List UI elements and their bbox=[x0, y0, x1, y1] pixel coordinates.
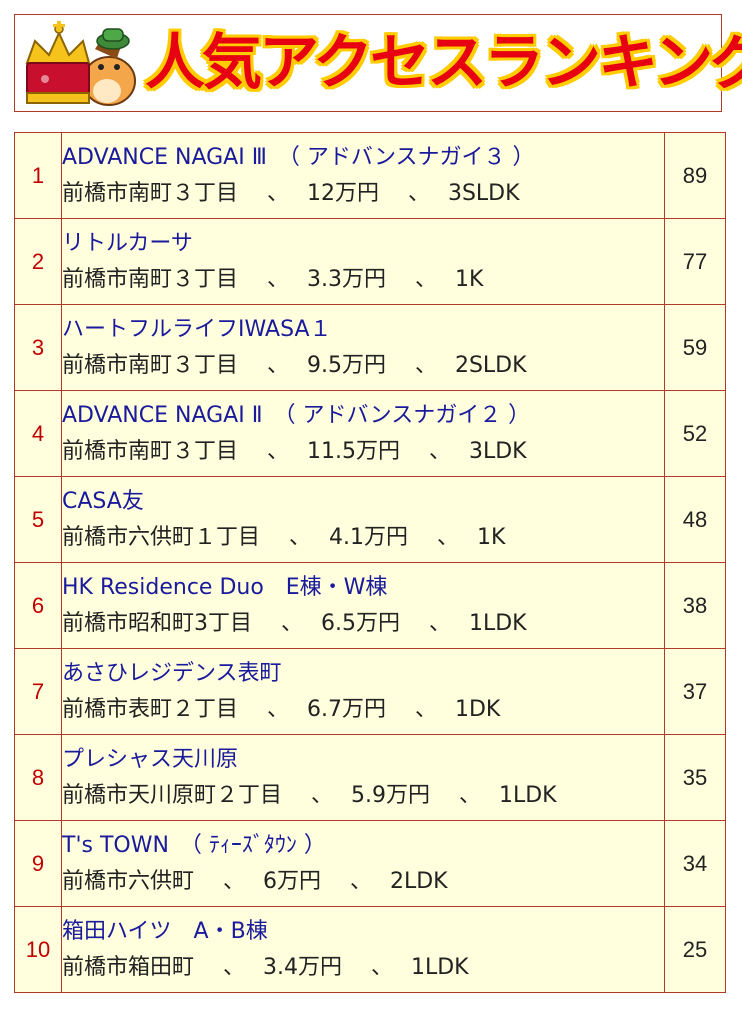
access-count: 48 bbox=[664, 476, 726, 563]
access-count: 35 bbox=[664, 734, 726, 821]
access-count: 59 bbox=[664, 304, 726, 391]
property-info-cell: CASA友前橋市六供町１丁目 、 4.1万円 、 1K bbox=[61, 476, 665, 563]
property-name-link[interactable]: リトルカーサ bbox=[62, 230, 193, 256]
ranking-row: 2 リトルカーサ 前橋市南町３丁目 、 3.3万円 、 1K 77 bbox=[14, 218, 726, 305]
crowned-horse-mascot-icon bbox=[25, 21, 136, 106]
ranking-row: 7 あさひレジデンス表町 前橋市表町２丁目 、 6.7万円 、 1DK 37 bbox=[14, 648, 726, 735]
rank-number: 4 bbox=[14, 390, 62, 477]
ranking-header-banner: 人気アクセスランキング bbox=[14, 14, 742, 112]
property-detail: 前橋市昭和町3丁目 、 6.5万円 、 1LDK bbox=[62, 610, 527, 636]
access-count: 34 bbox=[664, 820, 726, 907]
property-detail: 前橋市六供町１丁目 、 4.1万円 、 1K bbox=[62, 524, 506, 550]
rank-number: 8 bbox=[14, 734, 62, 821]
property-detail: 前橋市南町３丁目 、 9.5万円 、 2SLDK bbox=[62, 352, 527, 378]
access-count: 37 bbox=[664, 648, 726, 735]
property-detail: 前橋市南町３丁目 、 3.3万円 、 1K bbox=[62, 266, 484, 292]
rank-number: 2 bbox=[14, 218, 62, 305]
access-count: 89 bbox=[664, 132, 726, 219]
property-name-link[interactable]: 箱田ハイツ A・B棟 bbox=[62, 918, 268, 944]
property-info-cell: 箱田ハイツ A・B棟前橋市箱田町 、 3.4万円 、 1LDK bbox=[61, 906, 665, 993]
property-name-link[interactable]: HK Residence Duo E棟・W棟 bbox=[62, 574, 388, 600]
rank-number: 9 bbox=[14, 820, 62, 907]
property-info-cell: HK Residence Duo E棟・W棟前橋市昭和町3丁目 、 6.5万円 … bbox=[61, 562, 665, 649]
property-info-cell: あさひレジデンス表町前橋市表町２丁目 、 6.7万円 、 1DK bbox=[61, 648, 665, 735]
property-info-cell: ADVANCE NAGAI Ⅲ （ アドバンスナガイ３ ） 前橋市南町３丁目 、 … bbox=[61, 132, 665, 219]
property-info-cell: ハートフルライフIWASA１ 前橋市南町３丁目 、 9.5万円 、 2SLDK bbox=[61, 304, 665, 391]
property-name-link[interactable]: T's TOWN （ ﾃｨｰｽﾞﾀｳﾝ ） bbox=[62, 832, 326, 858]
access-count: 38 bbox=[664, 562, 726, 649]
property-detail: 前橋市箱田町 、 3.4万円 、 1LDK bbox=[62, 954, 469, 980]
property-detail: 前橋市南町３丁目 、 12万円 、 3SLDK bbox=[62, 180, 520, 206]
property-detail: 前橋市表町２丁目 、 6.7万円 、 1DK bbox=[62, 696, 501, 722]
property-name-link[interactable]: あさひレジデンス表町 bbox=[62, 660, 282, 686]
ranking-row: 1 ADVANCE NAGAI Ⅲ （ アドバンスナガイ３ ） 前橋市南町３丁目 、… bbox=[14, 132, 726, 219]
ranking-row: 8 プレシャス天川原 前橋市天川原町２丁目 、 5.9万円 、 1LDK 35 bbox=[14, 734, 726, 821]
ranking-row: 3 ハートフルライフIWASA１ 前橋市南町３丁目 、 9.5万円 、 2SLDK 5… bbox=[14, 304, 726, 391]
property-info-cell: T's TOWN （ ﾃｨｰｽﾞﾀｳﾝ ） 前橋市六供町 、 6万円 、 2LDK bbox=[61, 820, 665, 907]
rank-number: 7 bbox=[14, 648, 62, 735]
rank-number: 6 bbox=[14, 562, 62, 649]
property-detail: 前橋市六供町 、 6万円 、 2LDK bbox=[62, 868, 448, 894]
ranking-row: 10 箱田ハイツ A・B棟 前橋市箱田町 、 3.4万円 、 1LDK 25 bbox=[14, 906, 726, 993]
property-name-link[interactable]: ADVANCE NAGAI Ⅱ （ アドバンスナガイ２ ） bbox=[62, 402, 531, 428]
property-name-link[interactable]: ハートフルライフIWASA１ bbox=[62, 316, 332, 342]
property-name-link[interactable]: CASA友 bbox=[62, 488, 144, 514]
property-name-link[interactable]: ADVANCE NAGAI Ⅲ （ アドバンスナガイ３ ） bbox=[62, 144, 535, 170]
ranking-row: 4 ADVANCE NAGAI Ⅱ （ アドバンスナガイ２ ） 前橋市南町３丁目 、… bbox=[14, 390, 726, 477]
ranking-row: 5 CASA友 前橋市六供町１丁目 、 4.1万円 、 1K 48 bbox=[14, 476, 726, 563]
property-detail: 前橋市南町３丁目 、 11.5万円 、 3LDK bbox=[62, 438, 527, 464]
access-count: 77 bbox=[664, 218, 726, 305]
property-info-cell: ADVANCE NAGAI Ⅱ （ アドバンスナガイ２ ） 前橋市南町３丁目 、 … bbox=[61, 390, 665, 477]
property-info-cell: プレシャス天川原前橋市天川原町２丁目 、 5.9万円 、 1LDK bbox=[61, 734, 665, 821]
access-count: 25 bbox=[664, 906, 726, 993]
property-detail: 前橋市天川原町２丁目 、 5.9万円 、 1LDK bbox=[62, 782, 557, 808]
property-name-link[interactable]: プレシャス天川原 bbox=[62, 746, 239, 772]
rank-number: 3 bbox=[14, 304, 62, 391]
access-count: 52 bbox=[664, 390, 726, 477]
page-title: 人気アクセスランキング bbox=[145, 28, 742, 98]
ranking-table: 1 ADVANCE NAGAI Ⅲ （ アドバンスナガイ３ ） 前橋市南町３丁目 、… bbox=[14, 132, 726, 993]
rank-number: 1 bbox=[14, 132, 62, 219]
rank-number: 5 bbox=[14, 476, 62, 563]
ranking-row: 6 HK Residence Duo E棟・W棟前橋市昭和町3丁目 、 6.5万円… bbox=[14, 562, 726, 649]
ranking-row: 9 T's TOWN （ ﾃｨｰｽﾞﾀｳﾝ ） 前橋市六供町 、 6万円 、 2LD… bbox=[14, 820, 726, 907]
rank-number: 10 bbox=[14, 906, 62, 993]
property-info-cell: リトルカーサ前橋市南町３丁目 、 3.3万円 、 1K bbox=[61, 218, 665, 305]
